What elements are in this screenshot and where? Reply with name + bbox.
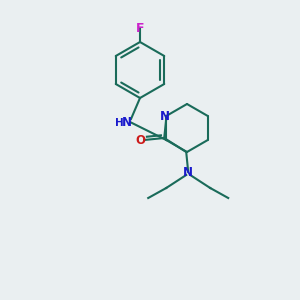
Text: N: N xyxy=(160,110,170,122)
Text: N: N xyxy=(122,116,132,128)
Text: H: H xyxy=(115,118,123,128)
Text: N: N xyxy=(183,166,193,178)
Text: F: F xyxy=(136,22,144,34)
Text: O: O xyxy=(135,134,145,146)
